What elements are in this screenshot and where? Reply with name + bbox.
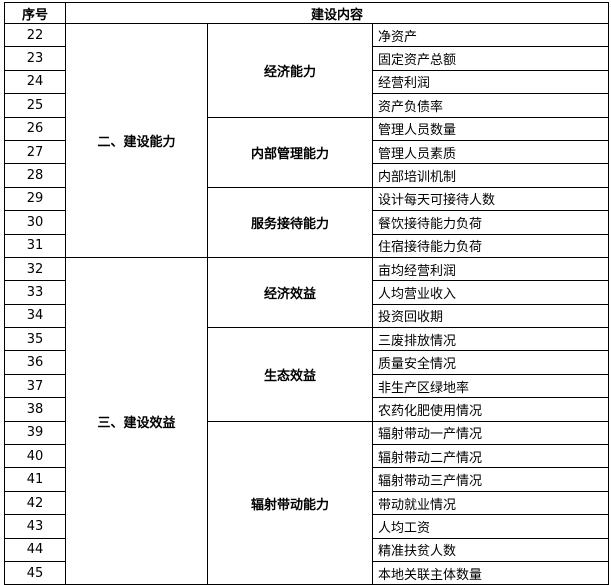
table-row: 31 住宿接待能力负荷 [4,233,609,258]
table-row: 45 本地关联主体数量 [4,560,609,585]
indicator-name: 人均工资 [372,514,609,539]
row-number: 32 [4,256,66,282]
row-number: 28 [4,163,66,188]
row-number: 26 [4,116,66,141]
indicator-name: 净资产 [372,22,609,48]
table-row: 37 非生产区绿地率 [4,373,609,399]
indicator-name: 设计每天可接待人数 [372,186,609,212]
row-number: 37 [4,373,66,399]
row-number: 41 [4,467,66,492]
table-row: 23 固定资产总额 [4,46,609,71]
construction-content-table: 序号 建设内容 22 二、建设能力 经济能力 净资产 23 固定资产总额 24 经营利润 25 资… [4,2,609,585]
table-row: 29 服务接待能力 设计每天可接待人数 [4,186,609,258]
row-number: 44 [4,537,66,562]
table-row: 27 管理人员素质 [4,139,609,165]
row-number: 27 [4,139,66,165]
indicator-name: 辐射带动一产情况 [372,420,609,446]
indicator-name: 三废排放情况 [372,327,609,352]
table-row: 22 二、建设能力 经济能力 净资产 [4,22,609,258]
row-number: 38 [4,397,66,422]
indicator-name: 管理人员素质 [372,139,609,165]
indicator-name: 餐饮接待能力负荷 [372,210,609,235]
indicator-name: 农药化肥使用情况 [372,397,609,422]
table-row: 44 精准扶贫人数 [4,537,609,562]
group-title: 服务接待能力 [207,186,373,258]
indicator-name: 质量安全情况 [372,350,609,375]
table-row: 32 三、建设效益 经济效益 亩均经营利润 [4,256,609,585]
table-row: 25 资产负债率 [4,93,609,118]
group-title: 内部管理能力 [207,116,373,188]
row-number: 35 [4,327,66,352]
table-row: 43 人均工资 [4,514,609,539]
group-title: 生态效益 [207,327,373,422]
indicator-name: 非生产区绿地率 [372,373,609,399]
indicator-name: 本地关联主体数量 [372,560,609,585]
table-row: 38 农药化肥使用情况 [4,397,609,422]
indicator-name: 住宿接待能力负荷 [372,233,609,258]
row-number: 36 [4,350,66,375]
indicator-name: 精准扶贫人数 [372,537,609,562]
row-number: 43 [4,514,66,539]
indicator-name: 固定资产总额 [372,46,609,71]
section-title: 二、建设能力 [65,23,208,258]
row-number: 45 [4,560,66,585]
table-row: 41 辐射带动三产情况 [4,467,609,492]
row-number: 39 [4,420,66,446]
row-number: 31 [4,233,66,258]
header-content: 建设内容 [65,2,609,24]
indicator-name: 管理人员数量 [372,116,609,141]
header-seq: 序号 [4,2,66,24]
group-title: 经济能力 [207,23,373,118]
row-number: 29 [4,186,66,212]
row-number: 42 [4,490,66,516]
indicator-name: 投资回收期 [372,303,609,329]
indicator-name: 辐射带动三产情况 [372,467,609,492]
table-row: 26 内部管理能力 管理人员数量 [4,116,609,188]
indicator-name: 亩均经营利润 [372,256,609,282]
table-row: 36 质量安全情况 [4,350,609,375]
header-row: 序号 建设内容 [4,2,609,24]
table-row: 35 生态效益 三废排放情况 [4,327,609,422]
indicator-name: 经营利润 [372,69,609,95]
indicator-name: 资产负债率 [372,93,609,118]
row-number: 30 [4,210,66,235]
table-row: 33 人均营业收入 [4,280,609,305]
table-row: 40 辐射带动二产情况 [4,444,609,469]
table-row: 34 投资回收期 [4,303,609,329]
indicator-name: 内部培训机制 [372,163,609,188]
row-number: 40 [4,444,66,469]
section-title: 三、建设效益 [65,256,208,585]
table-row: 24 经营利润 [4,69,609,95]
row-number: 25 [4,93,66,118]
indicator-name: 带动就业情况 [372,490,609,516]
group-title: 经济效益 [207,256,373,329]
indicator-name: 辐射带动二产情况 [372,444,609,469]
row-number: 22 [4,22,66,48]
table-row: 39 辐射带动能力 辐射带动一产情况 [4,420,609,585]
indicator-name: 人均营业收入 [372,280,609,305]
row-number: 24 [4,69,66,95]
row-number: 23 [4,46,66,71]
row-number: 33 [4,280,66,305]
group-title: 辐射带动能力 [207,420,373,585]
table-row: 28 内部培训机制 [4,163,609,188]
row-number: 34 [4,303,66,329]
